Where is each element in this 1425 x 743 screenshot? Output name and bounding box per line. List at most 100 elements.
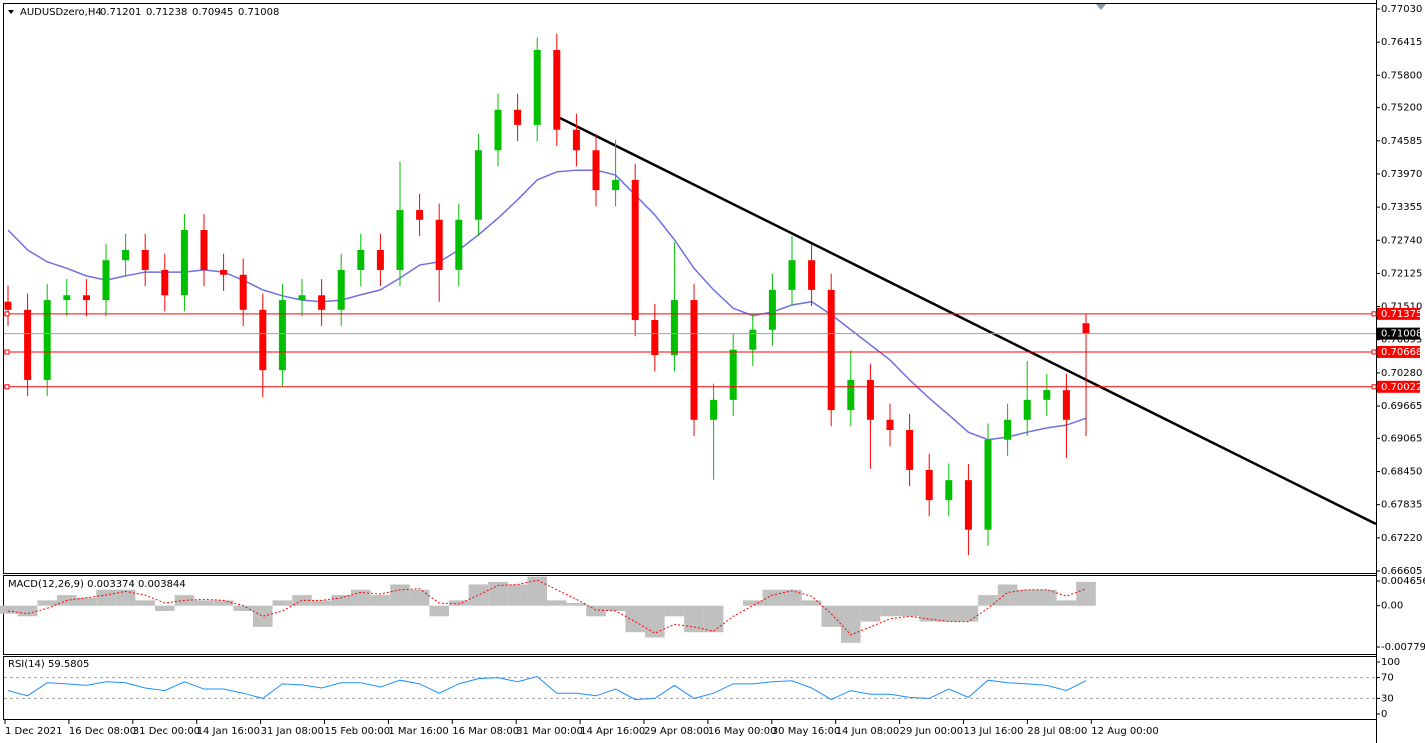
candle-body [925,469,933,501]
x-tick-label: 16 Dec 08:00 [69,726,136,737]
shift-marker [1096,4,1106,10]
candle-body [631,179,639,321]
macd-bar [801,600,822,606]
candle-body [1062,390,1070,420]
level-label-box [1377,380,1420,393]
candle-body [376,249,384,270]
x-tick-label: 29 Jun 00:00 [900,726,964,737]
candle-body [416,210,424,220]
x-tick-label: 1 Mar 16:00 [388,726,448,737]
candle-body [1043,390,1051,400]
macd-bar [958,605,979,622]
rsi-tick-label: 30 [1381,693,1394,704]
menu-icon [8,10,14,14]
y-tick-label: 0.72125 [1381,268,1422,279]
macd-bar [507,584,528,606]
level-handle [1371,311,1377,317]
macd-bar [17,605,38,617]
macd-bar [547,600,567,606]
candle-body [435,219,443,270]
level-handle [1371,349,1377,355]
macd-bar [899,605,920,617]
candle-body [1082,323,1090,334]
candle-body [180,230,188,296]
candle-body [200,230,208,270]
candle-body [827,289,835,411]
candle-body [298,295,306,301]
macd-bar [997,584,1018,606]
level-handle [4,384,10,390]
candle-body [847,379,855,411]
candle-body [1004,419,1012,440]
level-label: 0.70668 [1381,347,1422,358]
level-label-box [1377,345,1420,358]
x-tick-label: 31 Dec 00:00 [133,726,200,737]
macd-bar [0,605,18,614]
macd-bar [135,600,155,606]
macd-tick-label: 0.004656 [1381,576,1425,587]
macd-bar [96,589,116,606]
candle-body [4,301,12,310]
x-tick-label: 14 Apr 16:00 [580,726,645,737]
macd-bar [1037,589,1057,606]
macd-bar [370,595,391,606]
macd-bar [978,595,998,606]
macd-bar [841,605,861,643]
macd-bar [1017,589,1037,606]
x-tick-label: 30 May 16:00 [772,726,841,737]
candle-body [455,219,463,270]
x-tick-label: 31 Jan 08:00 [261,726,324,737]
x-tick-label: 28 Jul 08:00 [1027,726,1087,737]
level-label: 0.70022 [1381,382,1422,393]
macd-bar [213,600,234,606]
candle-body [749,329,757,350]
candle-body [592,150,600,191]
candle-body [63,295,71,301]
x-tick-label: 29 Apr 08:00 [644,726,709,737]
candle-body [122,249,130,261]
candle-body [690,300,698,420]
macd-bar [76,597,97,606]
level-label: 0.71375 [1381,309,1422,320]
y-tick-label: 0.74585 [1381,136,1422,147]
ohlc-value: 0.71238 [146,7,187,18]
candle-body [396,210,404,270]
candle-body [945,480,953,501]
candle-body [1023,399,1031,420]
y-tick-label: 0.73970 [1381,169,1422,180]
candle-body [24,309,32,380]
candle-body [318,295,326,310]
macd-bar [272,600,293,606]
macd-bar [468,584,489,606]
macd-bar [233,605,253,611]
rsi-tick-label: 0 [1381,709,1387,720]
y-tick-label: 0.66605 [1381,566,1422,577]
macd-bar [488,581,508,606]
macd-signal [7,579,1087,636]
macd-bar [743,600,763,606]
macd-bar [115,589,136,606]
y-tick-label: 0.77030 [1381,4,1422,15]
macd-bar [331,595,351,606]
macd-bar [919,605,939,622]
candle-body [710,399,718,420]
macd-bar [684,605,704,633]
candle-body [984,439,992,530]
macd-tick-label: 0.00 [1381,601,1403,612]
macd-bar [311,600,332,606]
symbol: AUDUSDzero,H4 [20,7,102,18]
x-tick-label: 14 Jan 16:00 [197,726,260,737]
ohlc-value: 0.71201 [100,7,141,18]
candle-body [239,274,247,310]
macd-bar [664,605,685,617]
macd-bar [880,605,900,617]
x-tick-label: 1 Dec 2021 [5,726,63,737]
candle-body [533,49,541,125]
candle-body [278,300,286,371]
rsi-label: RSI(14) 59.5805 [8,659,89,670]
y-tick-label: 0.71510 [1381,302,1422,313]
candle-body [161,269,169,296]
macd-bar [409,589,430,606]
macd-bar [37,600,57,606]
